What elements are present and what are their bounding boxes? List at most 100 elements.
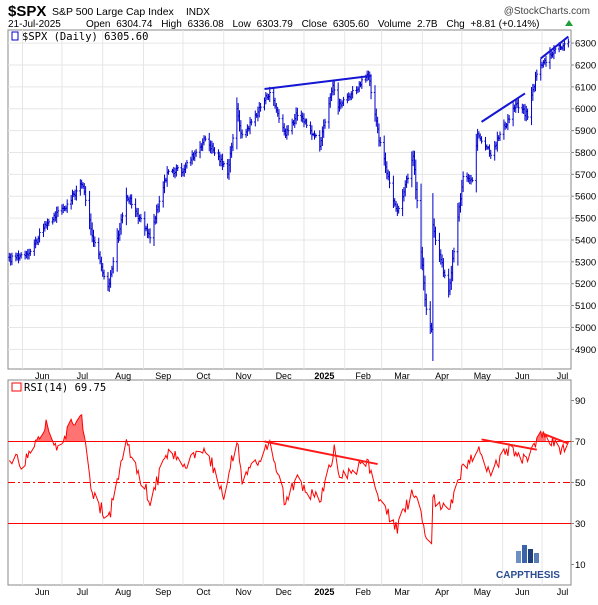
ohlc-bar bbox=[526, 108, 529, 120]
rsi-trendline bbox=[541, 432, 569, 445]
price-trendlines bbox=[264, 35, 569, 123]
rsi-line-group bbox=[8, 413, 569, 545]
volume-label: Volume bbox=[378, 19, 412, 30]
rsi-y-tick-label: 30 bbox=[575, 519, 586, 530]
rsi-trendline bbox=[264, 440, 378, 466]
ohlc-bar bbox=[461, 171, 465, 193]
price-x-tick-label: Jun bbox=[35, 371, 50, 381]
ohlc-bar bbox=[379, 136, 382, 147]
price-x-tick-label: May bbox=[474, 371, 492, 381]
ohlc-bar bbox=[167, 169, 170, 175]
ohlc-bar bbox=[222, 160, 225, 168]
ohlc-bar bbox=[296, 107, 299, 121]
ohlc-bar bbox=[480, 136, 483, 144]
rsi-trendlines bbox=[264, 432, 569, 466]
ohlc-bar bbox=[259, 102, 262, 112]
rsi-line bbox=[8, 413, 569, 545]
rsi-overbought-area bbox=[64, 414, 85, 442]
rsi-trendline bbox=[481, 438, 537, 451]
ohlc-line: Open 6304.74 High 6336.08 Low 6303.79 Cl… bbox=[86, 19, 539, 30]
price-x-tick-label: Dec bbox=[276, 371, 293, 381]
logo-bar-icon bbox=[522, 545, 527, 563]
rsi-x-tick-label: Jun bbox=[515, 587, 530, 597]
exchange-text: INDX bbox=[186, 7, 210, 18]
ohlc-bar bbox=[130, 194, 133, 209]
watermark-text: @StockCharts.com bbox=[504, 6, 590, 17]
open-value: 6304.74 bbox=[116, 19, 153, 30]
logo-text: CAPPTHESIS bbox=[496, 570, 560, 581]
rsi-x-tick-label: Sep bbox=[155, 587, 171, 597]
price-trendline bbox=[264, 74, 372, 91]
capp-thesis-logo: CAPPTHESIS bbox=[496, 545, 560, 581]
ohlc-bar bbox=[231, 133, 235, 152]
price-y-tick-label: 5200 bbox=[575, 279, 596, 290]
rsi-y-tick-label: 90 bbox=[575, 396, 586, 407]
ohlc-bar bbox=[305, 118, 308, 128]
rsi-legend-text: RSI(14) 69.75 bbox=[24, 382, 106, 394]
ohlc-bar bbox=[415, 181, 419, 209]
close-value: 6305.60 bbox=[333, 19, 370, 30]
ohlc-bar bbox=[204, 135, 207, 142]
price-x-tick-label: Nov bbox=[235, 371, 252, 381]
logo-bar-icon bbox=[528, 549, 533, 563]
price-y-tick-label: 6000 bbox=[575, 104, 596, 115]
price-y-tick-label: 4900 bbox=[575, 345, 596, 356]
symbol-text: $SPX bbox=[8, 3, 46, 20]
price-x-tick-label: Oct bbox=[196, 371, 211, 381]
price-y-tick-label: 5100 bbox=[575, 301, 596, 312]
price-ohlc-bars bbox=[8, 38, 570, 362]
price-x-tick-label: Jul bbox=[557, 371, 569, 381]
index-name: S&P 500 Large Cap Index bbox=[52, 6, 175, 18]
rsi-legend-icon bbox=[11, 382, 22, 392]
ohlc-bar bbox=[544, 55, 548, 67]
price-y-tick-label: 5700 bbox=[575, 170, 596, 181]
rsi-x-tick-label: Nov bbox=[235, 587, 252, 597]
ohlc-bar bbox=[517, 98, 520, 114]
price-x-tick-label: Mar bbox=[394, 371, 410, 381]
ohlc-bar bbox=[213, 147, 216, 156]
up-arrow-icon bbox=[565, 20, 573, 26]
close-label: Close bbox=[302, 19, 328, 30]
price-y-tick-label: 5000 bbox=[575, 323, 596, 334]
price-y-tick-label: 5400 bbox=[575, 235, 596, 246]
price-legend-text: $SPX (Daily) 6305.60 bbox=[22, 31, 148, 43]
ohlc-bar bbox=[19, 252, 23, 259]
ohlc-bar bbox=[567, 38, 570, 48]
ohlc-bar bbox=[56, 206, 60, 217]
ohlc-bar bbox=[158, 195, 161, 213]
volume-value: 2.7B bbox=[417, 19, 438, 30]
price-y-tick-label: 6300 bbox=[575, 39, 596, 50]
rsi-y-axis: 10 30 50 70 90 bbox=[571, 396, 586, 571]
ohlc-bar bbox=[535, 69, 538, 81]
ohlc-bar bbox=[333, 80, 336, 96]
rsi-x-tick-label: Mar bbox=[394, 587, 410, 597]
ohlc-bar bbox=[102, 269, 106, 280]
price-x-tick-label: Apr bbox=[435, 371, 449, 381]
ohlc-bar bbox=[498, 131, 502, 141]
ohlc-bar bbox=[10, 252, 14, 266]
rsi-x-tick-label: Dec bbox=[276, 587, 293, 597]
ohlc-bar bbox=[93, 236, 97, 248]
low-label: Low bbox=[232, 19, 251, 30]
open-label: Open bbox=[86, 19, 110, 30]
price-x-axis: Jun Jul Aug Sep Oct Nov Dec 2025 Feb Mar Apr May Jun… bbox=[35, 371, 568, 381]
ohlc-bar bbox=[121, 212, 124, 224]
rsi-x-tick-label: Aug bbox=[115, 587, 131, 597]
rsi-x-tick-label: Oct bbox=[196, 587, 211, 597]
ohlc-bar bbox=[29, 248, 32, 256]
price-x-tick-label: 2025 bbox=[314, 371, 334, 381]
ohlc-bar bbox=[84, 186, 87, 207]
price-x-tick-label: Aug bbox=[115, 371, 131, 381]
rsi-x-tick-label: 2025 bbox=[314, 587, 334, 597]
rsi-overbought-area bbox=[35, 419, 53, 442]
ohlc-bar bbox=[65, 199, 69, 213]
price-x-tick-label: Feb bbox=[355, 371, 371, 381]
rsi-x-tick-label: Jun bbox=[35, 587, 50, 597]
price-y-tick-label: 6200 bbox=[575, 60, 596, 71]
ohlc-bar bbox=[388, 171, 391, 189]
logo-bar-icon bbox=[516, 551, 521, 563]
rsi-x-axis: Jun Jul Aug Sep Oct Nov Dec 2025 Feb Mar Apr May Jun… bbox=[35, 587, 568, 597]
rsi-y-tick-label: 70 bbox=[575, 437, 586, 448]
ohlc-bar bbox=[176, 165, 179, 172]
